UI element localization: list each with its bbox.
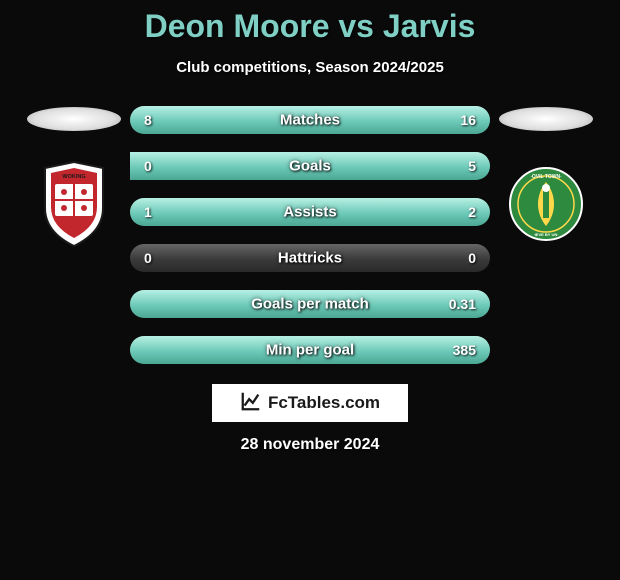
stat-row: 385 Min per goal [130, 336, 490, 364]
stat-row: 0.31 Goals per match [130, 290, 490, 318]
stat-value-right: 0.31 [449, 296, 476, 312]
stat-row: 0 5 Goals [130, 152, 490, 180]
svg-text:WOKING: WOKING [62, 174, 85, 180]
stat-label: Goals per match [251, 296, 369, 313]
club-crest-left: WOKING [34, 159, 114, 249]
stat-label: Min per goal [266, 342, 354, 359]
stat-label: Matches [280, 112, 340, 129]
comparison-area: WOKING 8 16 Matches 0 5 Goals 1 2 Assists 0 0 Hattr… [0, 102, 620, 364]
stat-row: 1 2 Assists [130, 198, 490, 226]
stat-row: 0 0 Hattricks [130, 244, 490, 272]
stats-bars: 8 16 Matches 0 5 Goals 1 2 Assists 0 0 Hattricks 0.3… [130, 102, 490, 364]
stat-value-right: 5 [468, 158, 476, 174]
stat-label: Hattricks [278, 250, 342, 267]
svg-text:∙IEVE BY UN∙: ∙IEVE BY UN∙ [534, 232, 559, 237]
stat-value-right: 16 [460, 112, 476, 128]
fctables-text: FcTables.com [268, 393, 380, 413]
stat-value-right: 385 [453, 342, 476, 358]
stat-value-right: 0 [468, 250, 476, 266]
stat-value-left: 0 [144, 158, 152, 174]
player-photo-placeholder-left [27, 107, 121, 131]
svg-text:∙OVIL TOWN∙: ∙OVIL TOWN∙ [531, 174, 562, 180]
player-photo-placeholder-right [499, 107, 593, 131]
stat-value-left: 8 [144, 112, 152, 128]
fctables-badge: FcTables.com [210, 382, 410, 424]
stat-label: Goals [289, 158, 331, 175]
stat-row: 8 16 Matches [130, 106, 490, 134]
page-subtitle: Club competitions, Season 2024/2025 [0, 59, 620, 76]
page-title: Deon Moore vs Jarvis [0, 8, 620, 45]
stat-value-left: 1 [144, 204, 152, 220]
date-text: 28 november 2024 [241, 436, 380, 454]
left-player-col: WOKING [24, 102, 124, 249]
chart-icon [240, 390, 262, 417]
stat-value-left: 0 [144, 250, 152, 266]
stat-value-right: 2 [468, 204, 476, 220]
right-player-col: ∙OVIL TOWN∙ ∙IEVE BY UN∙ [496, 102, 596, 249]
club-crest-right: ∙OVIL TOWN∙ ∙IEVE BY UN∙ [506, 159, 586, 249]
stat-label: Assists [283, 204, 336, 221]
